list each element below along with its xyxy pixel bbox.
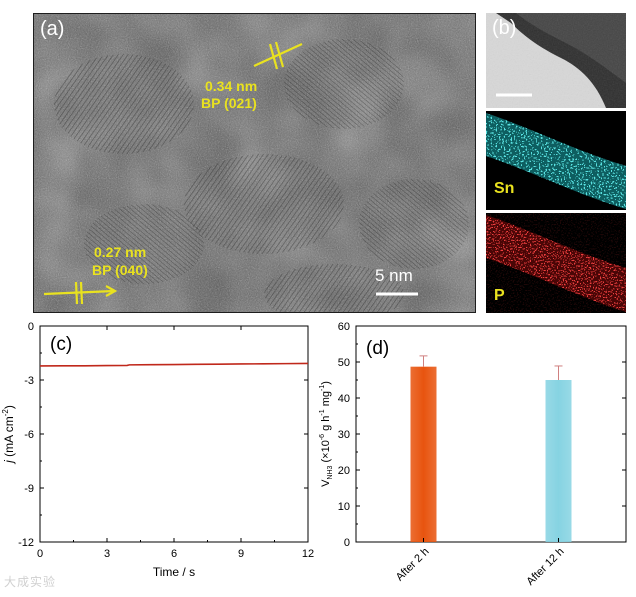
- y-tick-label: 20: [338, 465, 350, 477]
- panel-d-letter: (d): [366, 338, 389, 359]
- spacing-label-1: 0.34 nm: [205, 78, 258, 94]
- tem-image: (b): [486, 13, 626, 108]
- y-tick-label: -3: [24, 375, 34, 387]
- plot-frame: [39, 325, 309, 543]
- y-tick-label: 10: [338, 501, 350, 513]
- scale-bar-label: 5 nm: [375, 266, 413, 285]
- y-tick-label: 50: [338, 357, 350, 369]
- lattice-marker-040: [43, 281, 118, 305]
- y-tick-label: 0: [344, 537, 350, 549]
- bar: [410, 366, 437, 542]
- x-tick-label: 9: [238, 548, 244, 560]
- plane-label-2: BP (040): [92, 262, 148, 278]
- current-density-line: [39, 362, 309, 367]
- x-tick-label: After 12 h: [524, 546, 566, 588]
- lattice-marker-021: [253, 41, 303, 70]
- bar: [545, 380, 572, 542]
- y-tick-label: 60: [338, 321, 350, 333]
- x-tick-label: 12: [302, 548, 314, 560]
- chart-d: 0 10 20 30 40 50 60 After 2 h After 12 h (d) VNH3 …: [318, 318, 636, 588]
- y-tick-label: 0: [28, 321, 34, 333]
- y-axis-label: VNH3 (×10-6 g h-1 mg-1): [319, 381, 334, 487]
- y-tick-label: -6: [24, 429, 34, 441]
- panel-c-letter: (c): [50, 334, 72, 355]
- elemental-mapping-panel: (b) Sn: [486, 13, 626, 313]
- y-tick-label: -9: [24, 483, 34, 495]
- plane-label-1: BP (021): [201, 95, 257, 111]
- chart-d-svg: 0 10 20 30 40 50 60 After 2 h After 12 h (d) VNH3 …: [319, 321, 627, 588]
- sn-map: Sn: [486, 111, 626, 210]
- y-tick-label: 30: [338, 429, 350, 441]
- spacing-label-2: 0.27 nm: [94, 244, 147, 260]
- x-axis-label: Time / s: [153, 565, 195, 579]
- x-tick-label: 3: [104, 548, 110, 560]
- hrtem-micrograph-panel: (a) 0.34 nm BP (021) 0.27 nm BP (040) 5 …: [33, 13, 476, 313]
- watermark: 大成实验: [4, 575, 57, 589]
- p-map: P: [486, 213, 626, 313]
- p-label: P: [494, 287, 505, 304]
- sn-label: Sn: [494, 180, 515, 197]
- chart-c-svg: 0-3-6-9-120 3 6 9 12(c)Time / sj (mA cm-2): [1, 321, 314, 579]
- x-tick-label: After 2 h: [394, 546, 432, 584]
- micrograph-texture: [34, 14, 475, 312]
- y-axis-label: j (mA cm-2): [1, 405, 16, 465]
- y-tick-label: -12: [18, 537, 34, 549]
- panel-b-letter: (b): [492, 17, 517, 39]
- y-tick-label: 40: [338, 393, 350, 405]
- panel-a-letter: (a): [40, 18, 65, 40]
- plot-frame: [355, 325, 627, 543]
- x-tick-label: 6: [171, 548, 177, 560]
- x-tick-label: 0: [37, 548, 43, 560]
